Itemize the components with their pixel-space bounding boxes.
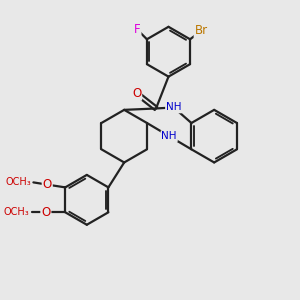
Text: O: O xyxy=(41,206,50,219)
Text: F: F xyxy=(134,23,140,36)
Text: NH: NH xyxy=(166,102,182,112)
Text: NH: NH xyxy=(161,131,177,141)
Text: OCH₃: OCH₃ xyxy=(5,177,31,188)
Text: OCH₃: OCH₃ xyxy=(4,207,29,217)
Text: Br: Br xyxy=(195,25,208,38)
Text: O: O xyxy=(43,178,52,191)
Text: O: O xyxy=(132,87,141,100)
